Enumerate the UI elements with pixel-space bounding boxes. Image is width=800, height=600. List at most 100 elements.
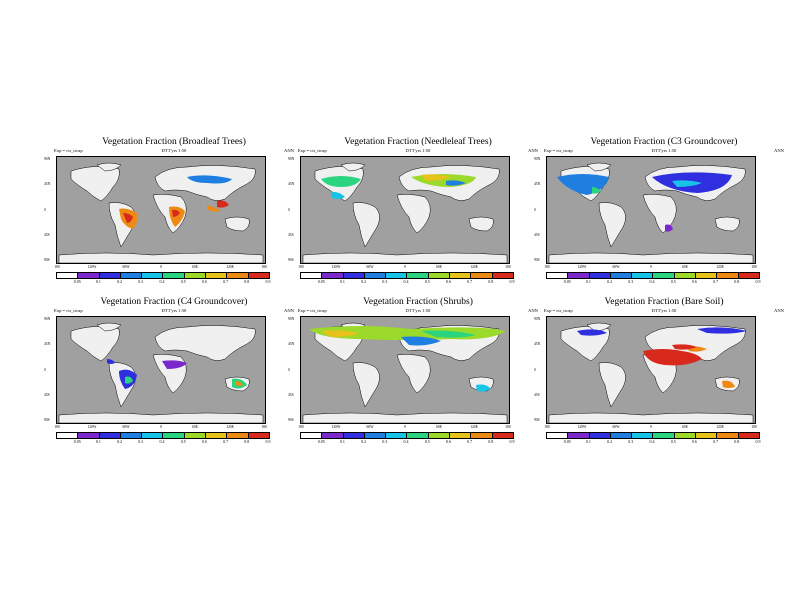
colorbar-tick-label: 0.7 (713, 279, 719, 284)
y-tick-label: 90S (534, 418, 540, 422)
continent-shape (154, 325, 256, 361)
land-masses (548, 322, 754, 423)
x-tick-label: 0 (404, 425, 406, 429)
colorbar-segment (471, 433, 493, 438)
colorbar-segment (78, 433, 100, 438)
y-tick-label: 90N (44, 157, 51, 161)
colorbar-tick-label: 0.7 (467, 279, 473, 284)
x-tick-label: 120E (716, 425, 724, 429)
y-tick-label: 45S (288, 393, 294, 397)
y-tick-label: 45N (288, 182, 295, 186)
colorbar-segment (99, 433, 121, 438)
colorbar-segment (568, 433, 590, 438)
colorbar-tick-label: 0.3 (628, 279, 634, 284)
continent-shape (352, 362, 380, 408)
panel-title: Vegetation Fraction (Bare Soil) (604, 297, 724, 307)
continent-shape (714, 216, 740, 232)
colorbar-tick-label: 0.5 (670, 439, 676, 444)
colorbar-labels: 0.05 0.1 0.2 0.3 0.4 0.5 0.6 0.7 0.8 0.9 (300, 279, 515, 285)
y-tick-label: 45S (288, 233, 294, 237)
panel-c3-groundcover: Vegetation Fraction (C3 Groundcover) Exp… (534, 137, 784, 297)
x-tick-label: 60W (612, 425, 620, 429)
period-label: DTT'yrs 1:50 (161, 148, 187, 153)
colorbar-segment (301, 433, 323, 438)
x-tick-label: 180 (751, 425, 757, 429)
season-label: ANN (284, 308, 294, 313)
period-label: DTT'yrs 1:50 (405, 148, 431, 153)
colorbar-segment (364, 433, 387, 438)
continent-shape (352, 202, 380, 248)
colorbar-tick-label: 0.9 (265, 439, 271, 444)
colorbar-labels: 0.05 0.1 0.2 0.3 0.4 0.5 0.6 0.7 0.8 0.9 (56, 279, 271, 285)
colorbar-segment (450, 273, 472, 278)
colorbar-tick-label: 0.6 (691, 439, 697, 444)
x-tick-label: 120W (87, 425, 97, 429)
experiment-label: Exp = ctr_trcap (544, 148, 573, 153)
continent-shape (58, 252, 264, 263)
colorbar-tick-label: 0.1 (95, 279, 101, 284)
colorbar (300, 432, 514, 439)
colorbar-tick-label: 0.3 (138, 439, 144, 444)
colorbar-segment (206, 433, 228, 438)
x-tick-label: 60W (366, 265, 374, 269)
experiment-label: Exp = ctr_trcap (54, 148, 83, 153)
colorbar-segment (632, 273, 654, 278)
x-tick-label: 180 (505, 265, 511, 269)
period-label: DTT'yrs 1:50 (405, 308, 431, 313)
colorbar-tick-label: 0.1 (339, 439, 345, 444)
colorbar-segment (227, 273, 249, 278)
y-tick-label: 45N (534, 342, 541, 346)
colorbar-segment (738, 273, 759, 278)
y-tick-label: 90N (288, 317, 295, 321)
colorbar-segment (547, 433, 569, 438)
y-tick-label: 45N (288, 342, 295, 346)
colorbar (546, 432, 760, 439)
colorbar-tick-label: 0.05 (563, 439, 571, 444)
continent-shape (224, 216, 250, 232)
colorbar-segment (696, 433, 718, 438)
x-tick-label: 0 (404, 265, 406, 269)
y-tick-label: 90S (288, 418, 294, 422)
colorbar-segment (343, 273, 365, 278)
panel-broadleaf-trees: Vegetation Fraction (Broadleaf Trees) Ex… (44, 137, 294, 297)
continent-shape (396, 194, 431, 234)
colorbar-tick-label: 0.9 (509, 279, 515, 284)
colorbar-segment (248, 273, 269, 278)
y-tick-label: 45N (44, 342, 51, 346)
y-tick-label: 90S (534, 258, 540, 262)
x-tick-label: 60E (682, 425, 688, 429)
panel-c4-groundcover: Vegetation Fraction (C4 Groundcover) Exp… (44, 297, 294, 457)
x-tick-label: 0 (650, 425, 652, 429)
colorbar-tick-label: 0.4 (649, 439, 655, 444)
colorbar-segment (632, 433, 654, 438)
y-tick-label: 45S (534, 393, 540, 397)
colorbar-tick-label: 0.9 (755, 439, 761, 444)
colorbar-segment (364, 273, 387, 278)
colorbar-tick-label: 0.2 (361, 279, 367, 284)
colorbar-tick-label: 0.7 (223, 439, 229, 444)
colorbar-tick-label: 0.7 (467, 439, 473, 444)
colorbar-tick-label: 0.3 (382, 439, 388, 444)
x-tick-label: 60W (366, 425, 374, 429)
colorbar-segment (301, 273, 323, 278)
y-tick-label: 90N (288, 157, 295, 161)
colorbar-tick-label: 0.05 (317, 279, 325, 284)
colorbar-tick-label: 0.7 (223, 279, 229, 284)
colorbar-tick-label: 0.5 (180, 279, 186, 284)
x-tick-label: 120E (226, 265, 234, 269)
colorbar-tick-label: 0.1 (585, 439, 591, 444)
colorbar-segment (120, 433, 143, 438)
colorbar-tick-label: 0.8 (244, 439, 250, 444)
colorbar-tick-label: 0.6 (445, 439, 451, 444)
colorbar-tick-label: 0.9 (265, 279, 271, 284)
colorbar-tick-label: 0.05 (563, 279, 571, 284)
continent-shape (96, 162, 122, 172)
x-tick-label: 180 (261, 265, 267, 269)
panel-needleleaf-trees: Vegetation Fraction (Needleleaf Trees) E… (288, 137, 538, 297)
colorbar (56, 432, 270, 439)
season-label: ANN (774, 308, 784, 313)
map-svg (548, 322, 754, 423)
colorbar (300, 272, 514, 279)
vegetation-overlay (107, 359, 247, 389)
colorbar-tick-label: 0.4 (159, 439, 165, 444)
